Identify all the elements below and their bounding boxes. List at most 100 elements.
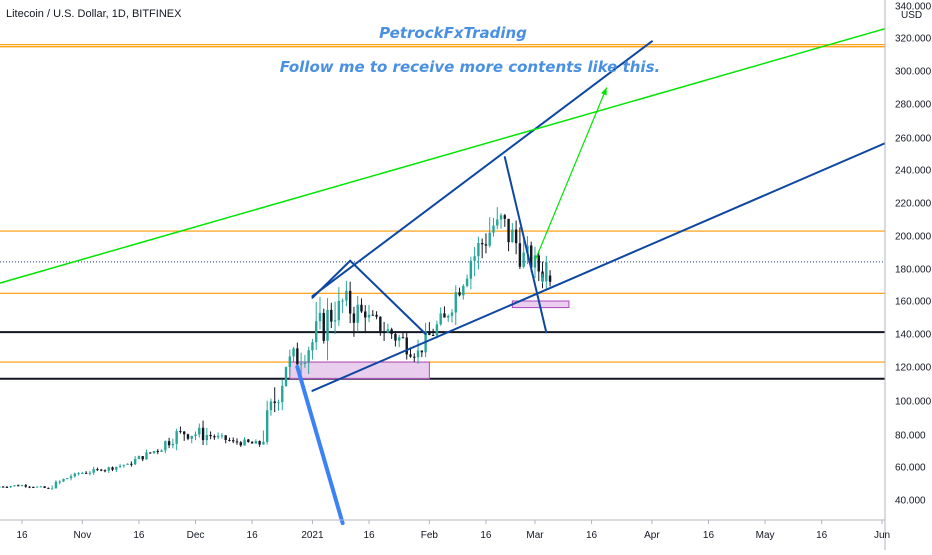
candle-body xyxy=(371,314,374,316)
candle-body xyxy=(322,312,325,341)
y-tick-label: 160.000 xyxy=(895,297,932,308)
candle-body xyxy=(111,467,114,470)
candle-body xyxy=(386,329,390,333)
candle-body xyxy=(330,309,333,322)
candle-body xyxy=(413,356,416,358)
target-arrow[interactable] xyxy=(534,87,608,261)
candle-body xyxy=(205,435,209,441)
candle-body xyxy=(66,478,69,480)
candle-body xyxy=(454,292,457,313)
candle-body xyxy=(118,465,122,467)
x-tick-label: 16 xyxy=(363,530,375,541)
channel-upper[interactable] xyxy=(311,40,653,298)
fall-line[interactable] xyxy=(295,365,345,526)
y-tick-label: 240.000 xyxy=(895,166,932,177)
y-tick-label: 280.000 xyxy=(895,100,932,111)
candle-body xyxy=(149,452,152,454)
candle-body xyxy=(341,300,344,302)
candle-body xyxy=(13,485,16,487)
channel-lower[interactable] xyxy=(311,137,899,392)
candle-body xyxy=(288,356,292,367)
candle-body xyxy=(303,362,307,364)
candle-body xyxy=(496,219,499,226)
candle-body xyxy=(100,469,103,471)
x-tick-label: 16 xyxy=(816,530,828,541)
candle-body xyxy=(5,486,9,488)
candle-body xyxy=(126,463,129,465)
pattern-right[interactable] xyxy=(503,156,548,334)
long-term-trend[interactable] xyxy=(0,24,898,293)
candle-body xyxy=(190,436,193,439)
candle-body xyxy=(416,350,420,358)
candle-body xyxy=(235,441,239,443)
y-tick-label: 320.000 xyxy=(895,34,932,45)
y-tick-label: 120.000 xyxy=(895,363,932,374)
candle-body xyxy=(164,441,167,451)
candle-body xyxy=(533,255,537,268)
candle-body xyxy=(348,290,352,314)
candle-body xyxy=(360,304,363,312)
candle-body xyxy=(24,485,27,487)
candle-body xyxy=(141,456,144,460)
candle-body xyxy=(20,485,24,487)
author-banner: PetrockFxTrading xyxy=(379,24,527,42)
candle-body xyxy=(216,435,220,438)
candle-body xyxy=(84,472,88,474)
candle-body xyxy=(265,410,269,442)
candle-body xyxy=(198,427,201,435)
candle-body xyxy=(462,285,465,296)
candle-body xyxy=(514,229,518,244)
candle-body xyxy=(179,431,182,433)
candle-body xyxy=(54,481,58,489)
candle-body xyxy=(537,255,540,272)
candle-body xyxy=(160,450,163,452)
candle-body xyxy=(277,402,280,404)
y-tick-label: 80.000 xyxy=(895,431,926,442)
pattern-left[interactable] xyxy=(311,259,352,299)
candle-body xyxy=(47,487,50,489)
candle-body xyxy=(435,324,439,336)
candle-body xyxy=(431,334,435,336)
y-tick-label: 260.000 xyxy=(895,134,932,145)
candle-body xyxy=(443,313,446,318)
candle-body xyxy=(326,309,329,341)
candle-body xyxy=(281,385,284,403)
candle-body xyxy=(96,469,99,471)
candle-body xyxy=(243,439,246,446)
candle-body xyxy=(311,342,314,351)
x-tick-label: 16 xyxy=(586,530,598,541)
candle-body xyxy=(284,367,288,386)
x-tick-label: 16 xyxy=(480,530,492,541)
candle-body xyxy=(247,439,250,443)
candle-body xyxy=(420,350,424,353)
candle-body xyxy=(137,456,141,460)
candle-body xyxy=(390,329,393,334)
candle-body xyxy=(545,261,548,278)
candle-body xyxy=(39,486,43,488)
candle-body xyxy=(186,434,190,439)
candle-body xyxy=(379,316,382,333)
x-tick-label: May xyxy=(756,530,775,541)
candle-body xyxy=(499,215,503,220)
candle-body xyxy=(518,243,522,267)
candle-body xyxy=(296,348,299,365)
candle-body xyxy=(345,290,348,301)
candle-body xyxy=(35,486,39,488)
x-tick-label: 2021 xyxy=(301,530,324,541)
candle-body xyxy=(409,354,412,357)
candle-body xyxy=(548,275,552,282)
candle-body xyxy=(530,245,533,268)
candle-body xyxy=(473,256,476,261)
pattern-mid[interactable] xyxy=(349,259,427,335)
candle-body xyxy=(81,472,84,474)
candle-body xyxy=(232,440,235,442)
price-axis-panel[interactable] xyxy=(885,0,932,550)
candle-body xyxy=(175,431,178,444)
x-tick-label: 16 xyxy=(247,530,259,541)
candle-body xyxy=(152,451,156,453)
candle-body xyxy=(439,313,442,325)
x-tick-label: Feb xyxy=(421,530,439,541)
candle-body xyxy=(122,464,126,466)
